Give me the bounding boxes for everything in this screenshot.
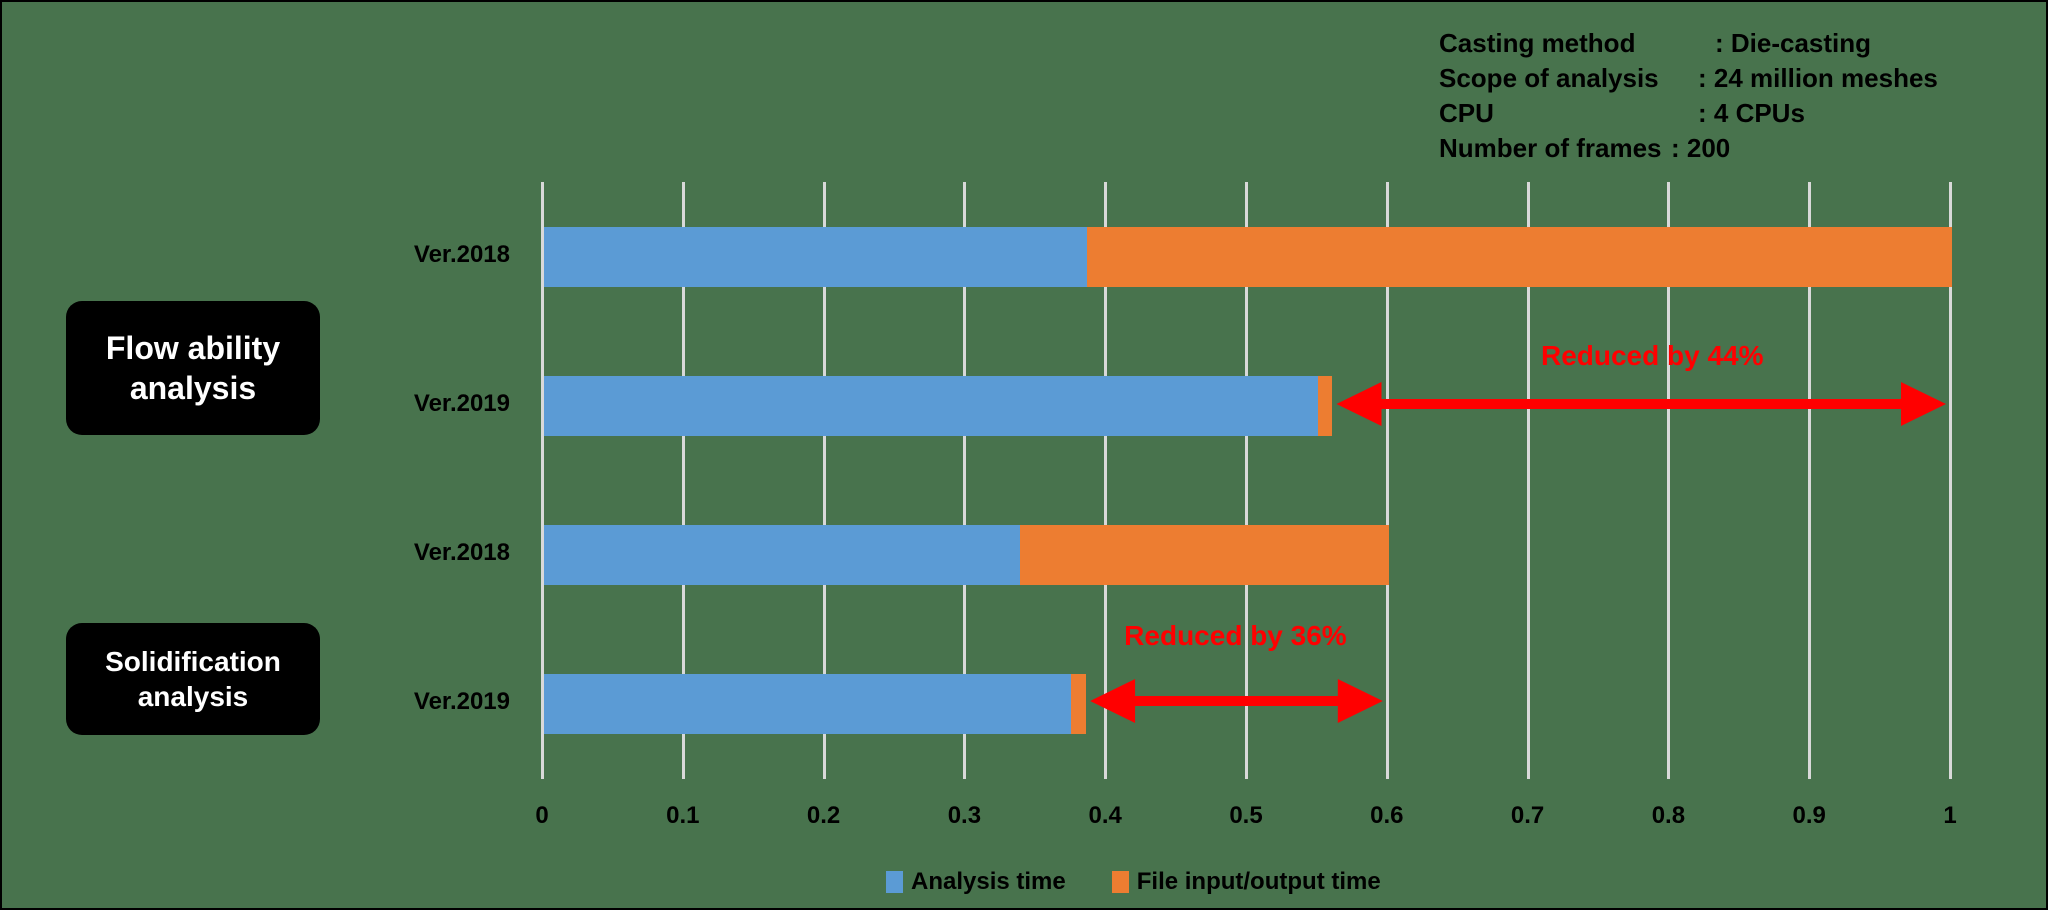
gridline [1385, 182, 1389, 779]
info-value: : Die-casting [1715, 28, 1872, 58]
legend-label: Analysis time [911, 868, 1066, 895]
gridline [963, 182, 967, 779]
info-value: : 200 [1671, 133, 1731, 163]
x-tick-label: 0.2 [806, 802, 841, 829]
bar-segment-io [1318, 376, 1333, 436]
x-tick-label: 0.6 [1370, 802, 1404, 829]
info-key: Scope of analysis [1439, 63, 1659, 93]
bar-segment-analysis [544, 227, 1088, 287]
gridline [681, 182, 685, 779]
gridline [1104, 182, 1108, 779]
gridline [1245, 182, 1248, 779]
x-tick-label: 0 [535, 802, 549, 829]
gridline [822, 182, 826, 779]
gridline [1667, 182, 1671, 779]
legend: Analysis time File input/output time [886, 868, 1427, 896]
stacked-bar [544, 376, 1333, 436]
group-label-box: Flow ability analysis [66, 301, 320, 435]
legend-item: Analysis time [886, 868, 1066, 896]
info-key: Number of frames [1439, 133, 1662, 163]
double-arrow-icon [1090, 679, 1383, 723]
bar-segment-analysis [544, 376, 1319, 436]
x-tick-label: 0.1 [666, 802, 700, 829]
x-tick-label: 1 [1943, 802, 1957, 829]
legend-swatch-icon [886, 871, 903, 893]
stacked-bar [544, 525, 1389, 585]
info-key: CPU [1439, 98, 1494, 128]
x-tick-label: 0.4 [1088, 802, 1122, 829]
info-key: Casting method [1439, 28, 1636, 58]
x-tick-label: 0.8 [1651, 802, 1686, 829]
info-value: : 4 CPUs [1698, 98, 1805, 128]
category-label: Ver.2019 [413, 390, 510, 417]
stacked-bar [544, 674, 1087, 734]
stacked-bar [544, 227, 1952, 287]
category-label: Ver.2018 [413, 241, 510, 268]
category-label: Ver.2018 [413, 539, 510, 566]
legend-label: File input/output time [1136, 868, 1381, 895]
double-arrow-icon [1336, 382, 1946, 426]
gridline [1949, 182, 1952, 779]
bar-segment-analysis [544, 674, 1071, 734]
x-tick-label: 0.7 [1510, 802, 1545, 829]
x-tick-label: 0.3 [947, 802, 982, 829]
x-tick-label: 0.9 [1792, 802, 1826, 829]
bar-segment-analysis [544, 525, 1020, 585]
legend-item: File input/output time [1111, 868, 1381, 896]
x-tick-label: 0.5 [1229, 802, 1263, 829]
reduction-label: Reduced by 36% [1124, 620, 1347, 651]
bar-segment-io [1087, 227, 1952, 287]
legend-swatch-icon [1111, 871, 1129, 893]
gridline [1526, 182, 1530, 779]
gridline [541, 182, 544, 779]
reduction-label: Reduced by 44% [1540, 340, 1764, 371]
info-value: : 24 million meshes [1698, 63, 1938, 93]
category-label: Ver.2019 [413, 688, 510, 715]
gridline [1808, 182, 1812, 779]
bar-segment-io [1019, 525, 1389, 585]
bar-segment-io [1070, 674, 1087, 734]
group-label-box: Solidification analysis [66, 623, 320, 735]
